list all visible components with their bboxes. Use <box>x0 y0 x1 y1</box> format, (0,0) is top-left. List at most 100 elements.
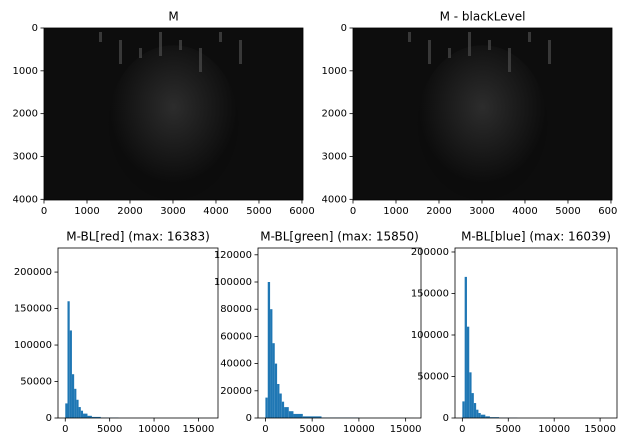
x-tick-label: 15000 <box>183 424 215 433</box>
y-tick-label: 1000 <box>13 66 38 77</box>
histogram-bar <box>293 413 303 418</box>
y-tick-label: 20000 <box>220 386 252 397</box>
axes-frame <box>257 247 422 419</box>
image-light-spot <box>548 40 551 64</box>
image-light-spot <box>139 48 142 58</box>
axes-frame <box>57 247 219 419</box>
x-tick-label: 2000 <box>426 206 451 217</box>
x-tick-label: 0 <box>459 424 465 433</box>
y-tick-label: 3000 <box>322 151 347 162</box>
y-tick-label: 50000 <box>417 371 449 382</box>
x-tick-label: 6000 <box>289 206 314 217</box>
axes-frame <box>454 247 618 419</box>
histogram-bar <box>471 393 474 418</box>
x-tick-label: 5000 <box>97 424 122 433</box>
image-light-spot <box>179 40 182 50</box>
image-light-spot <box>199 48 202 72</box>
y-tick-label: 4000 <box>322 194 347 205</box>
y-tick-label: 1000 <box>322 66 347 77</box>
y-tick-label: 0 <box>443 413 449 424</box>
chart-title: M-BL[green] (max: 15850) <box>260 230 419 244</box>
histogram-bar <box>469 372 472 418</box>
histogram-bar <box>91 416 101 418</box>
chart-title: M-BL[blue] (max: 16039) <box>461 230 611 244</box>
histogram-bar <box>74 388 77 418</box>
x-tick-label: 5000 <box>555 206 580 217</box>
y-tick-label: 50000 <box>20 377 52 388</box>
histogram-bar <box>69 330 72 418</box>
y-tick-label: 0 <box>32 23 38 34</box>
histogram-bar <box>87 415 92 418</box>
x-tick-label: 2000 <box>117 206 142 217</box>
x-tick-label: 10000 <box>138 424 170 433</box>
y-tick-label: 4000 <box>13 194 38 205</box>
y-tick-label: 100000 <box>214 277 252 288</box>
x-tick-label: 0 <box>62 424 68 433</box>
y-tick-label: 120000 <box>214 250 252 261</box>
y-tick-label: 80000 <box>220 304 252 315</box>
y-tick-label: 150000 <box>14 304 52 315</box>
histogram-bar <box>288 411 294 418</box>
image-light-spot <box>508 48 511 72</box>
x-tick-label: 15000 <box>390 424 422 433</box>
image-light-spot <box>468 32 471 56</box>
histogram-bar <box>71 374 75 418</box>
histogram-bar <box>265 397 268 418</box>
image-light-spot <box>488 40 491 50</box>
histogram-bar <box>80 410 84 418</box>
x-tick-label: 1000 <box>383 206 408 217</box>
y-tick-label: 0 <box>46 413 52 424</box>
image-light-spot <box>239 40 242 64</box>
histogram-bar <box>65 403 68 418</box>
histogram-bar <box>464 276 467 418</box>
y-tick-label: 2000 <box>322 109 347 120</box>
x-tick-label: 1000 <box>74 206 99 217</box>
y-tick-label: 0 <box>246 413 252 424</box>
x-tick-label: 0 <box>41 206 47 217</box>
x-tick-label: 3000 <box>469 206 494 217</box>
x-tick-label: 5000 <box>496 424 521 433</box>
image-light-spot <box>408 32 411 42</box>
histogram-bar <box>284 407 289 418</box>
histogram-bar <box>480 414 486 418</box>
histogram-bar <box>466 326 470 418</box>
histogram-bar <box>267 282 271 418</box>
histogram-bar <box>83 413 88 418</box>
image-light-spot <box>99 32 102 42</box>
x-tick-label: 0 <box>350 206 356 217</box>
image-light-spot <box>219 32 222 42</box>
x-tick-label: 10000 <box>538 424 570 433</box>
y-tick-label: 200000 <box>411 247 449 258</box>
image-light-spot <box>428 40 431 64</box>
histogram-bar <box>272 343 275 418</box>
histogram-bar <box>281 401 285 418</box>
histogram-bar <box>476 409 479 418</box>
x-tick-label: 10000 <box>343 424 375 433</box>
histogram-bar <box>478 413 481 418</box>
image-light-spot <box>448 48 451 58</box>
y-tick-label: 100000 <box>411 330 449 341</box>
x-tick-label: 5000 <box>299 424 324 433</box>
y-tick-label: 150000 <box>411 288 449 299</box>
histogram-bar <box>279 393 282 418</box>
histogram-bar <box>274 363 278 418</box>
x-tick-label: 4000 <box>512 206 537 217</box>
y-tick-label: 100000 <box>14 340 52 351</box>
histogram-bar <box>270 309 273 418</box>
histogram-bar <box>489 417 500 418</box>
image-light-spot <box>159 32 162 56</box>
y-tick-label: 3000 <box>13 151 38 162</box>
image-light-spot <box>528 32 531 42</box>
chart-title: M - blackLevel <box>440 10 526 24</box>
x-tick-label: 15000 <box>584 424 616 433</box>
histogram-bar <box>277 384 280 418</box>
y-tick-label: 40000 <box>220 359 252 370</box>
x-tick-label: 6000 <box>598 206 618 217</box>
x-tick-label: 4000 <box>203 206 228 217</box>
histogram-bar <box>76 399 79 418</box>
y-tick-label: 200000 <box>14 267 52 278</box>
histogram-bar <box>462 401 465 418</box>
histogram-bar <box>485 416 490 418</box>
x-tick-label: 0 <box>262 424 268 433</box>
